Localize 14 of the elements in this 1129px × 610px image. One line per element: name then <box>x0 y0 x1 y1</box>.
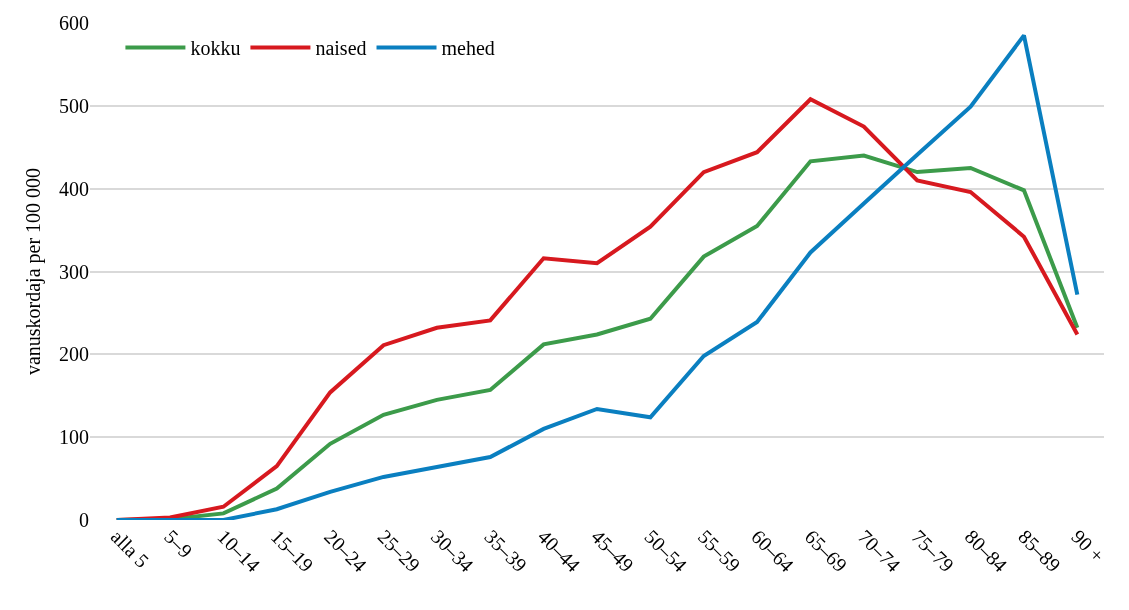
x-tick-label: 90 + <box>1067 525 1109 567</box>
y-tick-label: 400 <box>59 177 89 200</box>
y-tick-label: 100 <box>59 426 89 449</box>
legend-label: kokku <box>190 37 241 60</box>
y-axis-title: vanuskordaja per 100 000 <box>22 167 45 376</box>
y-tick-label: 500 <box>59 94 89 117</box>
y-tick-label: 300 <box>59 260 89 283</box>
x-tick-label: 5–9 <box>160 525 197 563</box>
y-tick-label: 0 <box>79 509 89 531</box>
x-tick-label: alla 5 <box>106 525 154 572</box>
y-tick-label: 200 <box>59 343 89 366</box>
legend-label: mehed <box>441 37 495 60</box>
y-tick-label: 600 <box>59 12 89 34</box>
legend-label: naised <box>315 37 367 60</box>
